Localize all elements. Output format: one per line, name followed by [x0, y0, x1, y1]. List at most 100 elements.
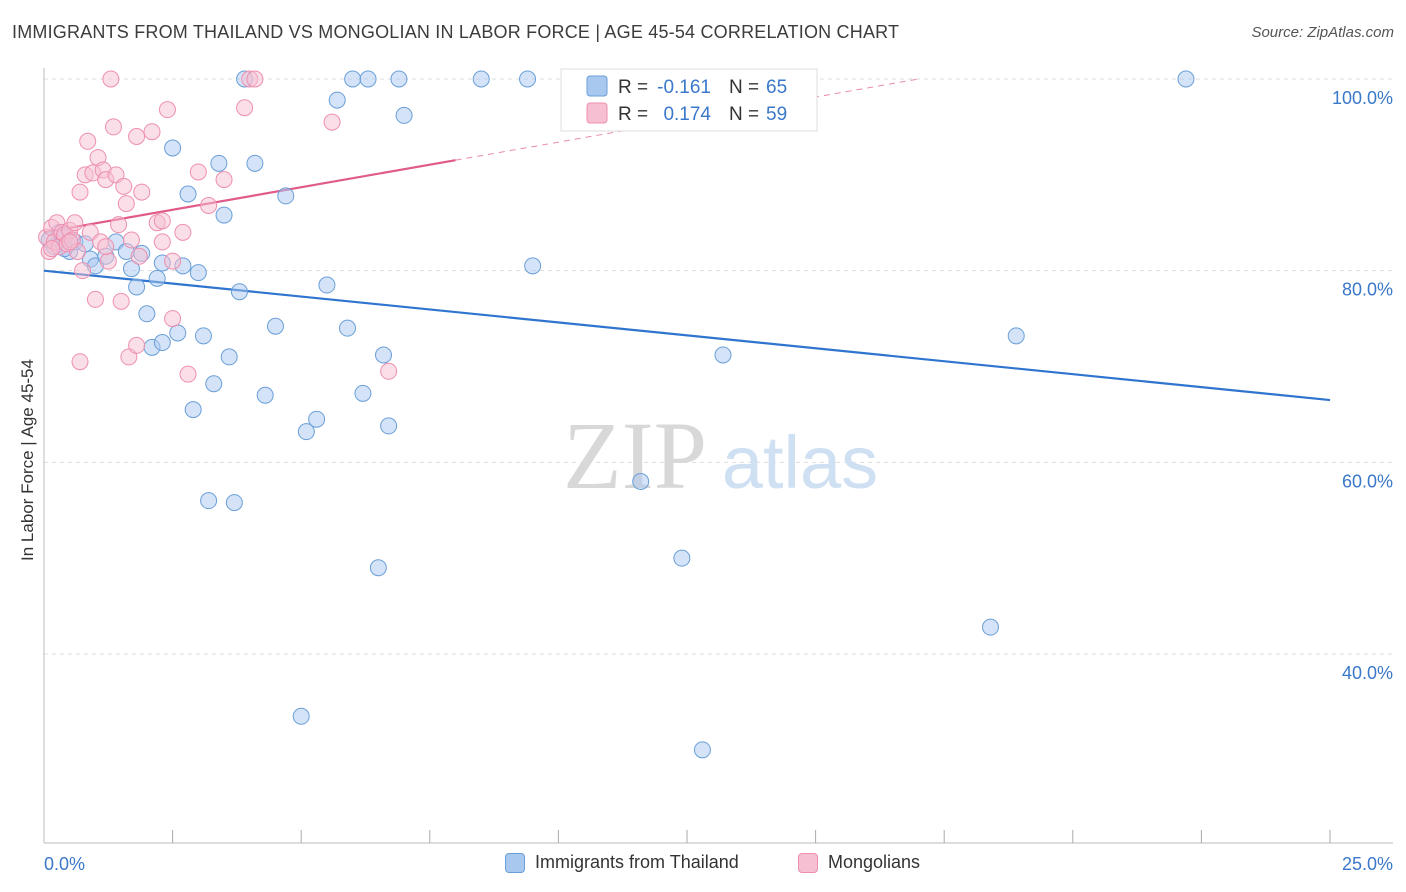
point-mongolians[interactable]	[71, 353, 89, 371]
point-mongolians[interactable]	[189, 163, 207, 181]
point-thailand[interactable]	[673, 549, 691, 567]
point-thailand[interactable]	[200, 492, 218, 510]
point-mongolians[interactable]	[158, 101, 176, 119]
point-mongolians[interactable]	[71, 183, 89, 201]
point-thailand[interactable]	[246, 154, 264, 172]
point-thailand[interactable]	[256, 386, 274, 404]
legend-n-label-mongolians: N =	[729, 104, 759, 125]
point-thailand[interactable]	[472, 70, 490, 88]
point-thailand[interactable]	[194, 327, 212, 345]
x-tick-label-max: 25.0%	[1342, 854, 1393, 874]
y-tick-label: 80.0%	[1342, 280, 1393, 300]
point-thailand[interactable]	[981, 618, 999, 636]
point-mongolians[interactable]	[164, 252, 182, 270]
point-mongolians[interactable]	[110, 216, 128, 234]
point-thailand[interactable]	[277, 187, 295, 205]
point-thailand[interactable]	[390, 70, 408, 88]
point-mongolians[interactable]	[86, 290, 104, 308]
point-thailand[interactable]	[359, 70, 377, 88]
point-mongolians[interactable]	[153, 233, 171, 251]
point-thailand[interactable]	[1177, 70, 1195, 88]
point-thailand[interactable]	[369, 559, 387, 577]
legend-item-mongolians[interactable]: Mongolians	[798, 852, 920, 873]
legend-n-label-thailand: N =	[729, 77, 759, 98]
chart-title: IMMIGRANTS FROM THAILAND VS MONGOLIAN IN…	[12, 22, 900, 42]
point-thailand[interactable]	[215, 206, 233, 224]
point-thailand[interactable]	[122, 260, 140, 278]
point-thailand[interactable]	[153, 334, 171, 352]
point-thailand[interactable]	[169, 324, 187, 342]
point-thailand[interactable]	[164, 139, 182, 157]
point-thailand[interactable]	[375, 346, 393, 364]
point-thailand[interactable]	[189, 264, 207, 282]
point-thailand[interactable]	[128, 278, 146, 296]
legend-label-mongolians: Mongolians	[828, 852, 921, 872]
point-mongolians[interactable]	[164, 310, 182, 328]
point-mongolians[interactable]	[143, 123, 161, 141]
legend-swatch-thailand	[586, 75, 608, 97]
point-mongolians[interactable]	[99, 252, 117, 270]
point-thailand[interactable]	[338, 319, 356, 337]
point-thailand[interactable]	[230, 283, 248, 301]
y-tick-labels: 40.0% 60.0% 80.0% 100.0%	[1332, 88, 1393, 683]
point-thailand[interactable]	[344, 70, 362, 88]
point-thailand[interactable]	[519, 70, 537, 88]
point-thailand[interactable]	[354, 384, 372, 402]
point-thailand[interactable]	[380, 417, 398, 435]
legend-r-label-mongolians: R =	[618, 104, 648, 125]
point-mongolians[interactable]	[128, 128, 146, 145]
point-mongolians[interactable]	[66, 214, 84, 232]
point-thailand[interactable]	[210, 154, 228, 172]
point-mongolians[interactable]	[122, 231, 140, 249]
point-mongolians[interactable]	[115, 177, 133, 195]
point-thailand[interactable]	[714, 346, 732, 364]
point-thailand[interactable]	[524, 257, 542, 275]
point-thailand[interactable]	[308, 410, 326, 428]
point-mongolians[interactable]	[200, 197, 218, 214]
point-mongolians[interactable]	[102, 70, 120, 88]
point-thailand[interactable]	[220, 348, 238, 366]
point-thailand[interactable]	[179, 185, 197, 203]
watermark: ZIP atlas	[563, 402, 878, 509]
point-thailand[interactable]	[1007, 327, 1025, 345]
point-thailand[interactable]	[138, 305, 156, 323]
point-thailand[interactable]	[632, 473, 650, 490]
point-thailand[interactable]	[297, 423, 315, 441]
legend-item-thailand[interactable]: Immigrants from Thailand	[505, 852, 739, 873]
legend-r-value-mongolians: 0.174	[663, 104, 711, 125]
stats-legend: R = -0.161 N = 65 R = 0.174 N = 59	[560, 68, 818, 132]
point-thailand[interactable]	[328, 91, 346, 109]
point-mongolians[interactable]	[236, 99, 254, 117]
point-mongolians[interactable]	[61, 233, 79, 251]
point-mongolians[interactable]	[215, 171, 233, 189]
point-thailand[interactable]	[318, 276, 336, 294]
point-mongolians[interactable]	[117, 195, 135, 213]
point-thailand[interactable]	[148, 269, 166, 287]
point-mongolians[interactable]	[133, 183, 151, 201]
point-mongolians[interactable]	[104, 118, 122, 136]
point-mongolians[interactable]	[112, 292, 130, 310]
point-mongolians[interactable]	[246, 70, 264, 88]
point-mongolians[interactable]	[43, 240, 61, 258]
point-mongolians[interactable]	[128, 336, 146, 354]
point-thailand[interactable]	[693, 741, 711, 759]
series-legend: Immigrants from Thailand Mongolians	[0, 852, 1406, 878]
point-mongolians[interactable]	[179, 365, 197, 383]
point-mongolians[interactable]	[74, 262, 92, 280]
legend-swatch-thailand-bottom	[505, 852, 525, 873]
point-thailand[interactable]	[184, 401, 202, 419]
point-thailand[interactable]	[266, 317, 284, 335]
point-thailand[interactable]	[395, 106, 413, 124]
point-mongolians[interactable]	[153, 212, 171, 230]
point-mongolians[interactable]	[174, 223, 192, 241]
point-mongolians[interactable]	[380, 362, 398, 380]
point-mongolians[interactable]	[97, 238, 115, 256]
point-mongolians[interactable]	[323, 113, 341, 131]
point-thailand[interactable]	[292, 707, 310, 725]
y-tick-label: 40.0%	[1342, 663, 1393, 683]
point-mongolians[interactable]	[130, 247, 148, 265]
point-thailand[interactable]	[225, 494, 243, 512]
point-thailand[interactable]	[205, 375, 223, 393]
point-mongolians[interactable]	[79, 132, 97, 150]
